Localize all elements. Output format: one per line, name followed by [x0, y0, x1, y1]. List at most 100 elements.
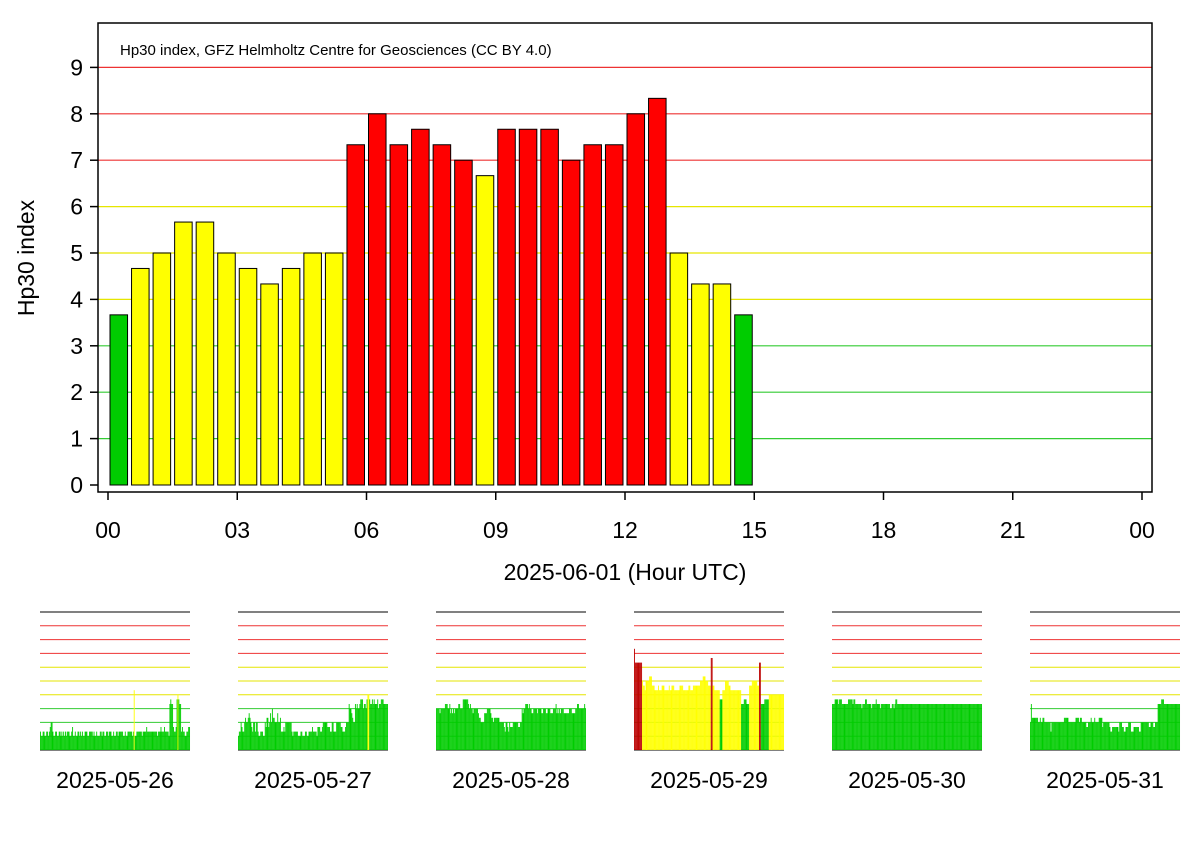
panel-bar-78	[1099, 717, 1101, 750]
panel-bar-20	[849, 699, 851, 750]
panel-bar-75	[1096, 722, 1098, 750]
panel-bar-1	[436, 708, 438, 750]
panel-bar-84	[313, 731, 314, 750]
panel-bar-77	[306, 736, 308, 750]
panel-bar-163	[383, 704, 385, 750]
y-tick-label-3: 3	[70, 333, 83, 359]
panel-bar-30	[660, 690, 662, 750]
bar-17	[475, 175, 495, 486]
panel-bar-139	[560, 713, 562, 750]
panel-bar-107	[135, 736, 137, 750]
panel-bar-34	[268, 726, 270, 750]
panel-bar-54	[880, 708, 882, 750]
panel-bar-56	[90, 731, 91, 750]
panel-bar-131	[948, 704, 950, 750]
panel-bar-17	[55, 731, 57, 750]
panel-bar-5	[836, 699, 838, 750]
panel-bar-139	[164, 726, 166, 750]
panel-bar-140	[561, 708, 562, 750]
panel-bar-34	[70, 736, 72, 750]
panel-bar-9	[444, 708, 445, 750]
panel-bar-42	[77, 731, 79, 750]
panel-bar-77	[504, 731, 506, 750]
panel-bar-77	[108, 731, 110, 750]
bar-25	[648, 97, 667, 486]
panel-bar-150	[1163, 704, 1165, 750]
panel-bar-49	[83, 736, 85, 750]
panel-2025-05-26: 2025-05-26	[40, 611, 191, 793]
panel-bar-33	[1059, 722, 1061, 750]
panel-bar-147	[1161, 699, 1163, 750]
panel-bar-147	[369, 699, 371, 750]
panel-bar-31	[265, 726, 267, 750]
panel-bar-133	[356, 704, 358, 750]
panel-bar-37	[667, 690, 668, 750]
panel-bar-39	[668, 685, 670, 750]
panel-bar-130	[948, 704, 949, 750]
panel-bar-69	[893, 708, 895, 750]
panel-bar-22	[59, 731, 61, 750]
panel-bar-83	[1104, 722, 1106, 750]
panel-bar-8	[245, 717, 247, 750]
daily-thumbnail-panels: 2025-05-26 2025-05-27 2025-05-28 2025-05-29…	[40, 611, 1181, 793]
panel-bar-23	[654, 690, 656, 750]
panel-bar-144	[1158, 704, 1160, 750]
panel-bar-140	[165, 731, 166, 750]
panel-bar-162	[382, 699, 384, 750]
panel-bar-137	[360, 699, 362, 750]
panel-bar-160	[776, 694, 778, 750]
panel-bar-164	[780, 694, 782, 750]
panel-bar-116	[539, 708, 541, 750]
panel-bar-92	[122, 731, 124, 750]
panel-bar-16	[1044, 722, 1046, 750]
panel-bar-0	[40, 731, 41, 750]
panel-bar-20	[1047, 722, 1049, 750]
panel-bar-146	[368, 694, 370, 750]
panel-bar-88	[1108, 722, 1110, 750]
panel-bar-42	[1067, 717, 1069, 750]
y-tick-label-4: 4	[70, 286, 83, 312]
panel-bar-43	[672, 685, 674, 750]
panel-bar-155	[970, 704, 972, 750]
panel-bar-134	[951, 704, 953, 750]
panel-bar-20	[651, 685, 653, 750]
panel-bar-37	[73, 736, 74, 750]
panel-bar-79	[704, 676, 706, 750]
panel-2025-05-31: 2025-05-31	[1030, 611, 1181, 793]
panel-bar-30	[462, 699, 464, 750]
panel-bar-2	[41, 736, 43, 750]
panel-bar-141	[957, 704, 959, 750]
panel-bar-120	[543, 708, 545, 750]
panel-bar-87	[315, 731, 317, 750]
panel-bar-119	[146, 726, 148, 750]
panel-bar-65	[1088, 722, 1089, 750]
panel-bar-161	[381, 699, 383, 750]
panel-bar-116	[1133, 726, 1135, 750]
panel-bar-6	[45, 736, 47, 750]
panel-bar-84	[115, 736, 116, 750]
panel-bar-25	[458, 704, 460, 750]
panel-bar-80	[507, 726, 509, 750]
panel-bar-124	[942, 704, 944, 750]
panel-bar-132	[355, 708, 357, 750]
panel-bar-122	[346, 722, 348, 750]
panel-bar-132	[553, 708, 555, 750]
panel-bar-110	[1128, 722, 1130, 750]
panel-bar-26	[657, 690, 659, 750]
panel-bar-46	[477, 708, 478, 750]
panel-bar-127	[1143, 722, 1145, 750]
panel-bar-50	[84, 731, 86, 750]
panel-bar-32	[1058, 722, 1060, 750]
panel-bar-140	[957, 704, 958, 750]
x-tick-label-1: 03	[224, 517, 250, 543]
panel-bar-82	[1103, 722, 1105, 750]
panel-bar-165	[1177, 704, 1179, 750]
panel-bar-6	[243, 731, 245, 750]
panel-bar-9	[642, 681, 643, 750]
panel-bar-88	[118, 731, 120, 750]
panel-bar-111	[535, 708, 537, 750]
panel-bar-138	[361, 699, 363, 750]
panel-bar-96	[323, 722, 325, 750]
panel-bar-146	[1160, 704, 1162, 750]
panel-bar-41	[472, 713, 474, 750]
